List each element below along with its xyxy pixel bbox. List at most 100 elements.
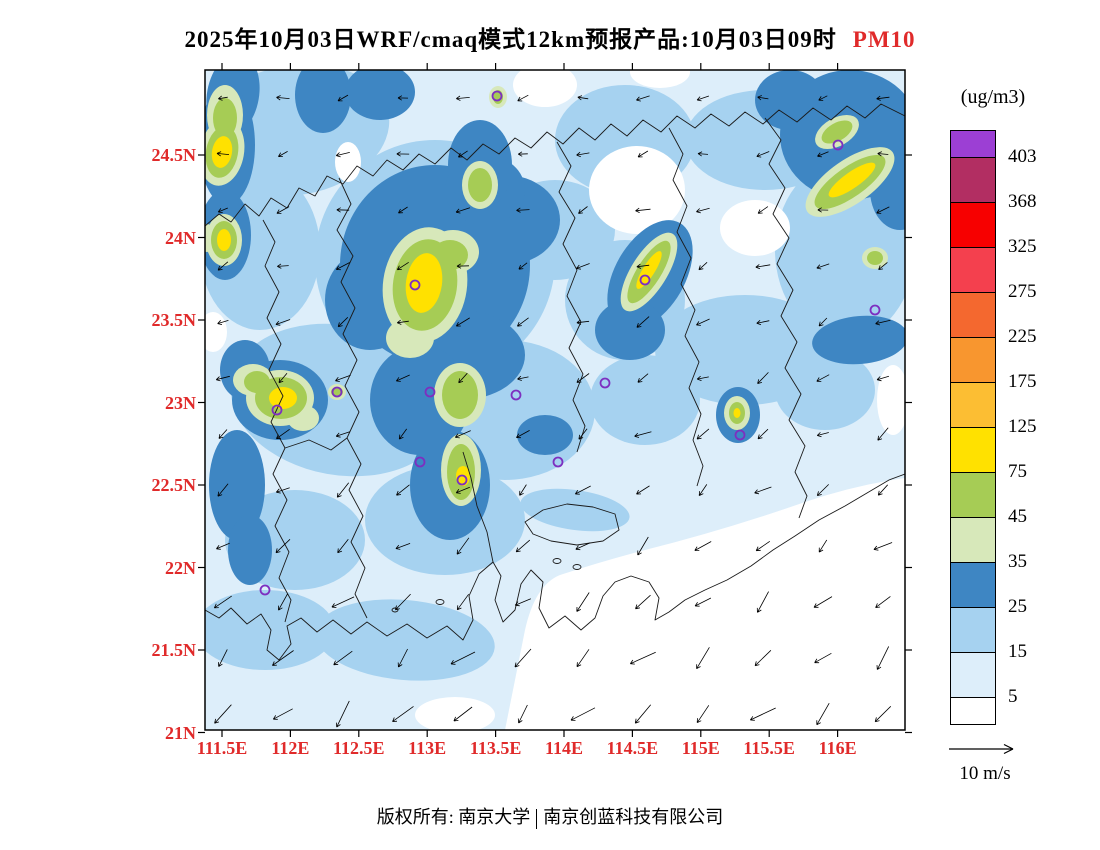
- lat-label: 22N: [165, 557, 196, 578]
- wind-arrow: [276, 95, 290, 101]
- wind-arrow: [276, 206, 290, 214]
- station-marker: [456, 474, 468, 486]
- colorbar-swatch: [950, 698, 996, 725]
- colorbar-level-label: 368: [1008, 191, 1037, 212]
- wind-arrow: [696, 375, 709, 381]
- lon-label: 115.5E: [743, 738, 795, 758]
- wind-arrow: [576, 373, 590, 383]
- lon-label: 112.5E: [333, 738, 385, 758]
- footer-right-text: 南京创蓝科技有限公司: [543, 807, 724, 827]
- wind-arrow: [578, 206, 588, 214]
- page-title: 2025年10月03日WRF/cmaq模式12km预报产品:10月03日09时 P…: [0, 20, 1100, 54]
- colorbar-swatch: [950, 338, 996, 383]
- wind-arrow: [398, 206, 408, 214]
- wind-arrow: [455, 317, 470, 327]
- colorbar-swatch: [950, 158, 996, 203]
- wind-arrow: [637, 536, 649, 556]
- wind-arrow: [814, 652, 832, 664]
- colorbar-level-label: 325: [1008, 236, 1037, 257]
- wind-arrow: [456, 263, 470, 269]
- axis-ticks: [198, 63, 912, 737]
- map-border: [204, 69, 906, 731]
- wind-arrow: [335, 262, 350, 271]
- wind-arrow: [395, 374, 410, 382]
- station-marker: [491, 90, 503, 102]
- wind-arrow: [694, 597, 712, 607]
- wind-arrow: [698, 262, 708, 271]
- colorbar-level-label: 25: [1008, 596, 1027, 617]
- wind-arrow: [516, 207, 530, 213]
- wind-arrow: [749, 707, 776, 721]
- province-border-central: [556, 141, 586, 453]
- lon-label: 114.5E: [606, 738, 659, 758]
- wind-arrow: [277, 263, 289, 269]
- wind-arrow: [696, 318, 710, 326]
- wind-arrow: [458, 150, 468, 158]
- wind-arrow: [517, 94, 529, 102]
- colorbar-swatch: [950, 203, 996, 248]
- pollutant-label: PM10: [852, 27, 916, 52]
- colorbar-swatches: [950, 130, 996, 725]
- colorbar-level-label: 125: [1008, 416, 1037, 437]
- wind-arrow: [877, 151, 889, 157]
- wind-arrow: [217, 207, 228, 213]
- wind-arrow: [276, 487, 290, 494]
- wind-arrow: [696, 705, 710, 724]
- wind-arrow: [217, 320, 229, 325]
- wind-arrow: [635, 207, 651, 213]
- copyright-footer: 版权所有: 南京大学 南京创蓝科技有限公司: [0, 803, 1100, 829]
- wind-arrow: [637, 373, 649, 383]
- colorbar-swatch: [950, 518, 996, 563]
- lon-label: 113E: [408, 738, 447, 758]
- lat-label: 21N: [165, 722, 196, 743]
- wind-arrow: [576, 151, 590, 158]
- wind-arrow: [213, 595, 232, 609]
- station-marker: [832, 139, 844, 151]
- wind-arrow: [757, 95, 769, 101]
- wind-arrow: [337, 538, 349, 554]
- colorbar-level-label: 275: [1008, 281, 1037, 302]
- wind-arrow: [698, 484, 708, 496]
- colorbar-swatch: [950, 383, 996, 428]
- wind-arrow: [876, 95, 890, 101]
- lon-label: 116E: [818, 738, 857, 758]
- wind-arrow: [876, 206, 890, 214]
- colorbar-swatch: [950, 653, 996, 698]
- lon-label: 112E: [271, 738, 310, 758]
- wind-arrow: [272, 708, 293, 720]
- province-border-connector: [284, 437, 348, 451]
- contour-fill-layer: [205, 70, 905, 730]
- colorbar-unit-label: (ug/m3): [960, 86, 1026, 108]
- colorbar-level-label: 225: [1008, 326, 1037, 347]
- wind-arrow: [816, 374, 830, 382]
- lat-label: 24N: [165, 227, 196, 248]
- wind-arrow: [218, 429, 228, 439]
- station-marker: [424, 386, 436, 398]
- wind-arrow: [396, 319, 409, 325]
- lat-label: 21.5N: [151, 640, 197, 660]
- colorbar-level-label: 403: [1008, 146, 1037, 167]
- colorbar-level-label: 175: [1008, 371, 1037, 392]
- colorbar-swatch: [950, 293, 996, 338]
- wind-arrow: [517, 151, 528, 157]
- wind-arrow: [514, 648, 532, 668]
- wind-arrow: [396, 151, 410, 157]
- footer-divider: [536, 808, 538, 829]
- wind-arrow: [216, 151, 230, 157]
- wind-arrow: [875, 319, 891, 326]
- boundary-lines-layer: [205, 103, 905, 661]
- station-marker: [409, 279, 421, 291]
- wind-arrow: [517, 375, 529, 381]
- wind-arrow: [756, 320, 770, 326]
- wind-arrow: [396, 261, 409, 271]
- island: [552, 558, 562, 564]
- colorbar-swatch: [950, 563, 996, 608]
- wind-arrow: [335, 431, 350, 438]
- wind-arrow: [576, 592, 590, 612]
- wind-arrow: [453, 706, 473, 722]
- wind-arrow: [458, 372, 468, 384]
- wind-arrow: [757, 428, 769, 440]
- wind-arrow: [454, 430, 471, 439]
- colorbar-level-label: 75: [1008, 461, 1027, 482]
